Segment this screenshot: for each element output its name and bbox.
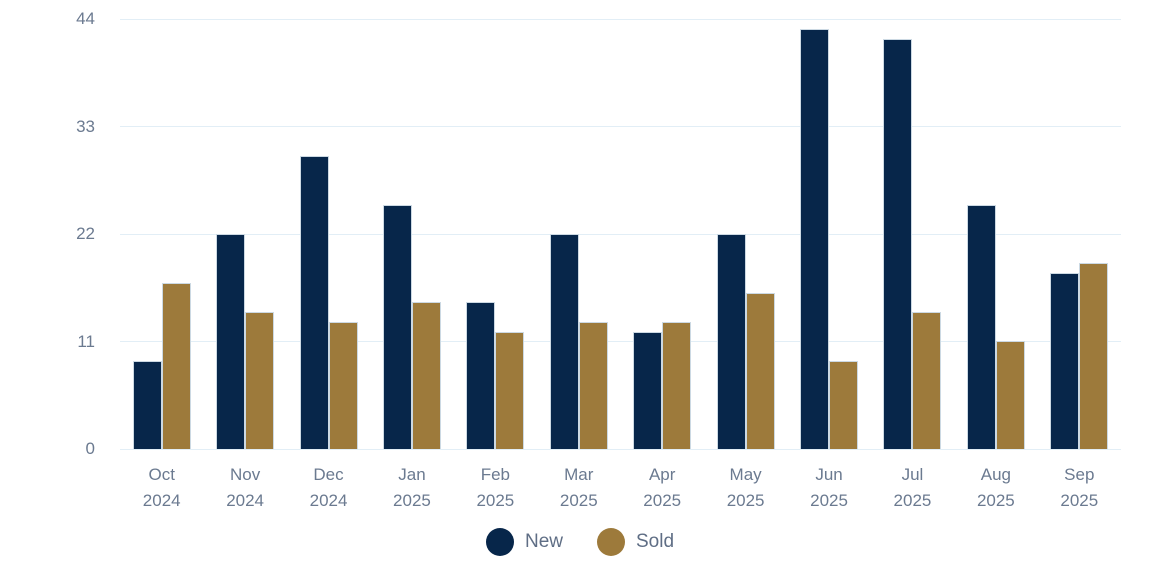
bar-new-nov-2024[interactable] xyxy=(216,234,245,449)
x-label-year: 2025 xyxy=(559,491,598,510)
y-axis-tick-label: 0 xyxy=(85,439,95,458)
x-label-year: 2025 xyxy=(726,491,765,510)
bar-sold-jul-2025[interactable] xyxy=(912,312,941,449)
bar-sold-mar-2025[interactable] xyxy=(579,322,608,449)
bar-new-jan-2025[interactable] xyxy=(383,205,412,449)
x-axis-tick-label-sep-2025: Sep 2025 xyxy=(1038,462,1121,514)
x-axis-tick-label-dec-2024: Dec 2024 xyxy=(287,462,370,514)
x-axis-tick-label-may-2025: May 2025 xyxy=(704,462,787,514)
bar-new-aug-2025[interactable] xyxy=(967,205,996,449)
x-label-month: Oct xyxy=(148,465,175,484)
gridline-22 xyxy=(120,233,1121,235)
x-axis-tick-label-jun-2025: Jun 2025 xyxy=(787,462,870,514)
bar-sold-jun-2025[interactable] xyxy=(829,361,858,449)
bar-sold-dec-2024[interactable] xyxy=(329,322,358,449)
bar-new-sep-2025[interactable] xyxy=(1050,273,1079,449)
bar-new-dec-2024[interactable] xyxy=(300,156,329,449)
x-label-month: Mar xyxy=(564,465,594,484)
x-label-month: Sep xyxy=(1064,465,1095,484)
bar-new-mar-2025[interactable] xyxy=(550,234,579,449)
y-axis-tick-label: 22 xyxy=(76,224,95,243)
bar-sold-oct-2024[interactable] xyxy=(162,283,191,449)
new-series-dot-icon xyxy=(485,528,514,556)
x-axis-tick-label-mar-2025: Mar 2025 xyxy=(537,462,620,514)
y-axis-tick-label: 44 xyxy=(76,9,95,28)
x-label-month: Aug xyxy=(980,465,1011,484)
x-axis-tick-label-jul-2025: Jul 2025 xyxy=(871,462,954,514)
x-axis-tick-label-feb-2025: Feb 2025 xyxy=(454,462,537,514)
x-axis-tick-label-oct-2024: Oct 2024 xyxy=(120,462,203,514)
x-label-month: Jun xyxy=(815,465,843,484)
bar-sold-nov-2024[interactable] xyxy=(245,312,274,449)
bar-sold-jan-2025[interactable] xyxy=(412,302,441,449)
x-label-month: Apr xyxy=(648,465,676,484)
x-label-year: 2025 xyxy=(893,491,932,510)
legend-item-sold[interactable]: Sold xyxy=(596,528,675,556)
x-label-month: Nov xyxy=(229,465,261,484)
x-label-year: 2025 xyxy=(1060,491,1099,510)
gridline-0 xyxy=(120,448,1121,450)
bar-new-apr-2025[interactable] xyxy=(633,332,662,449)
bar-new-feb-2025[interactable] xyxy=(466,302,495,449)
plot-area xyxy=(120,18,1121,450)
x-label-month: Jul xyxy=(901,465,924,484)
legend-item-new[interactable]: New xyxy=(485,528,563,556)
bar-sold-aug-2025[interactable] xyxy=(996,341,1025,449)
x-label-month: Jan xyxy=(398,465,426,484)
bar-sold-feb-2025[interactable] xyxy=(495,332,524,449)
x-label-month: Feb xyxy=(480,465,510,484)
x-label-year: 2024 xyxy=(309,491,348,510)
y-axis-tick-label: 11 xyxy=(77,331,95,351)
bar-new-jun-2025[interactable] xyxy=(800,29,829,449)
sold-series-dot-icon xyxy=(596,528,625,556)
x-axis-tick-label-apr-2025: Apr 2025 xyxy=(621,462,704,514)
bar-sold-sep-2025[interactable] xyxy=(1079,263,1108,449)
y-axis-tick-label: 33 xyxy=(76,116,95,136)
x-label-year: 2024 xyxy=(142,491,181,510)
gridline-33 xyxy=(120,126,1121,127)
x-label-year: 2025 xyxy=(976,491,1015,510)
x-label-year: 2025 xyxy=(393,491,431,510)
x-axis-tick-label-aug-2025: Aug 2025 xyxy=(954,462,1037,514)
bar-new-jul-2025[interactable] xyxy=(883,39,912,449)
bar-new-may-2025[interactable] xyxy=(717,234,746,449)
x-axis-tick-label-jan-2025: Jan 2025 xyxy=(370,462,453,514)
bar-new-oct-2024[interactable] xyxy=(133,361,162,449)
bar-sold-may-2025[interactable] xyxy=(746,293,775,449)
x-label-year: 2025 xyxy=(643,491,682,510)
legend: New Sold xyxy=(0,528,1160,556)
x-label-month: May xyxy=(729,465,762,484)
x-label-year: 2024 xyxy=(226,491,265,510)
x-label-year: 2025 xyxy=(476,491,515,510)
legend-label-new: New xyxy=(524,531,563,552)
legend-label-sold: Sold xyxy=(635,531,675,552)
x-axis-tick-label-nov-2024: Nov 2024 xyxy=(203,462,286,514)
bar-sold-apr-2025[interactable] xyxy=(662,322,691,449)
x-label-month: Dec xyxy=(313,465,344,484)
gridline-44 xyxy=(120,18,1121,20)
x-label-year: 2025 xyxy=(810,491,848,510)
gridline-11 xyxy=(120,341,1121,342)
